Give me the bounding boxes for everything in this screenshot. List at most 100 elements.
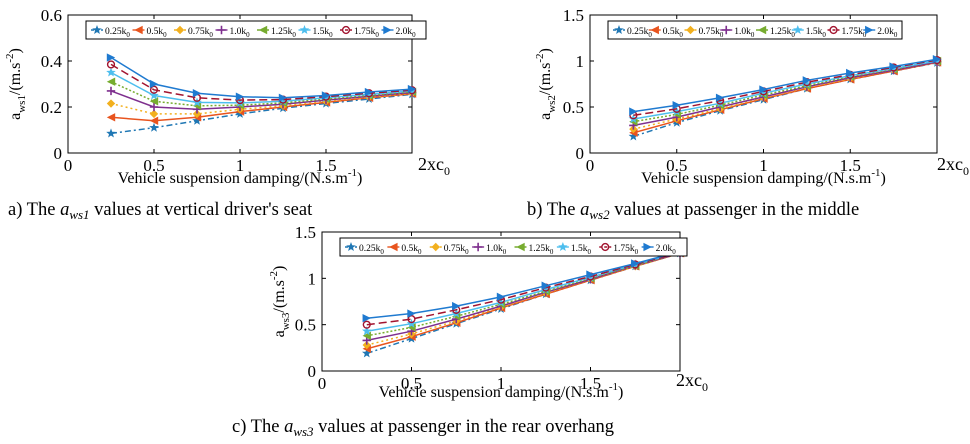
series-2_0k0 [362,247,685,323]
legend-marker [258,25,268,35]
data-point [149,79,159,89]
legend-entry: 0.75k0 [444,244,469,256]
panel-caption: b) The aws2 values at passenger in the m… [527,200,859,222]
data-point [631,259,640,268]
data-point [628,131,639,141]
data-point [406,318,417,328]
y-tick-label: 1.5 [295,223,316,242]
data-point [106,53,116,62]
data-point [149,97,159,106]
data-point [362,326,372,336]
legend-box [85,20,427,40]
legend-entry: 0.75k0 [699,27,724,39]
data-point [715,93,725,102]
data-point [362,340,371,350]
x-tick-label: 0.5 [401,374,422,393]
legend-entry: 1.25k0 [529,244,554,256]
x-tick-label: 1.5 [580,374,601,393]
data-point [106,99,116,108]
legend-entry: 1.75k0 [613,244,638,256]
legend-marker [614,25,624,34]
data-point [362,348,372,358]
x-axis-label: Vehicle suspension damping/(N.s.m-1) [641,167,886,187]
data-point [321,91,331,100]
x-axis-end-label: 2xc0 [418,154,450,178]
legend-entry: 0.5k0 [147,27,168,39]
panel-a-driver-seat: 0 0.5 1 1.5 0 0.2 0.4 0.6 2xc0 Vehicle suspension… [4,6,450,222]
data-point [759,85,768,94]
x-tick-label: 0 [586,156,595,175]
y-axis-label: aws1/(m.s-2) [4,48,28,120]
legend-entry: 1.5k0 [571,244,592,256]
series-2_0k0 [106,53,417,102]
legend-entry: 0.75k0 [188,27,213,39]
legend-entry: 1.0k0 [486,244,507,256]
data-point [586,270,595,279]
legend-marker [686,25,695,35]
data-point [106,86,116,96]
data-point [629,117,638,126]
y-tick-label: 0 [576,144,585,163]
data-point [149,90,159,100]
legend-marker [346,242,356,251]
legend-box [607,20,903,40]
y-tick-label: 0 [308,362,317,381]
series-line [110,92,413,115]
y-axis-label: aws3/(m.s-2) [268,266,292,338]
legend: 0.25k0 0.5k0 0.75k0 1.0k0 1.25k0 1.5k0 1.75k0 2… [607,20,903,40]
data-point [452,312,461,321]
series-2_0k0 [629,54,942,116]
data-point [278,96,288,106]
series-line [633,61,938,127]
data-point [278,93,288,102]
legend-marker [341,25,351,35]
series-line [110,56,413,99]
legend-entry: 1.25k0 [770,27,795,39]
data-point [758,88,769,98]
legend-entry: 1.5k0 [313,27,334,39]
data-point [106,67,116,77]
x-tick-label: 1 [497,374,506,393]
y-axis-label: aws2/(m.s-2) [534,48,558,120]
data-point [452,301,461,311]
y-tick-label: 0.4 [41,52,63,71]
legend-entry: 1.0k0 [230,27,251,39]
series-line [110,90,413,111]
data-point [715,98,725,108]
legend-marker [643,242,652,252]
data-point [672,106,682,116]
legend-entry: 0.25k0 [359,244,384,256]
legend: 0.25k0 0.5k0 0.75k0 1.0k0 1.25k0 1.5k0 1.75k0 2… [339,237,688,257]
panel-caption: a) The aws1 values at vertical driver's … [8,200,313,222]
legend-marker [722,25,731,35]
legend-marker [829,25,838,35]
legend: 0.25k0 0.5k0 0.75k0 1.0k0 1.25k0 1.5k0 1.75k0 2… [85,20,427,40]
legend-marker [793,25,803,34]
data-point [192,115,202,125]
x-axis-label: Vehicle suspension damping/(N.s.m-1) [379,381,624,401]
legend-marker [175,25,185,35]
y-tick-label: 1.5 [563,6,584,25]
data-point [802,79,812,88]
data-point [106,128,116,138]
legend-marker [134,25,143,35]
series-line [366,251,681,326]
legend-marker [601,242,610,252]
series-line [633,61,938,134]
y-tick-label: 0.6 [41,6,62,25]
data-point [235,92,245,101]
data-point [496,292,506,302]
legend-marker [217,25,226,35]
data-point [541,284,551,294]
legend-entry: 1.75k0 [354,27,379,39]
data-point [106,60,116,69]
data-point [192,109,202,119]
legend-entry: 0.25k0 [627,27,652,39]
data-point [149,109,159,119]
legend-marker [757,25,767,35]
series-line [366,250,681,319]
legend-entry: 0.5k0 [663,27,684,39]
x-tick-label: 0 [318,374,327,393]
panel-c-passenger-rear-overhang: 0 0.5 1 1.5 0 0.5 1 1.5 2xc0 Vehicle suspension d… [232,223,708,439]
y-tick-label: 1 [576,52,585,71]
